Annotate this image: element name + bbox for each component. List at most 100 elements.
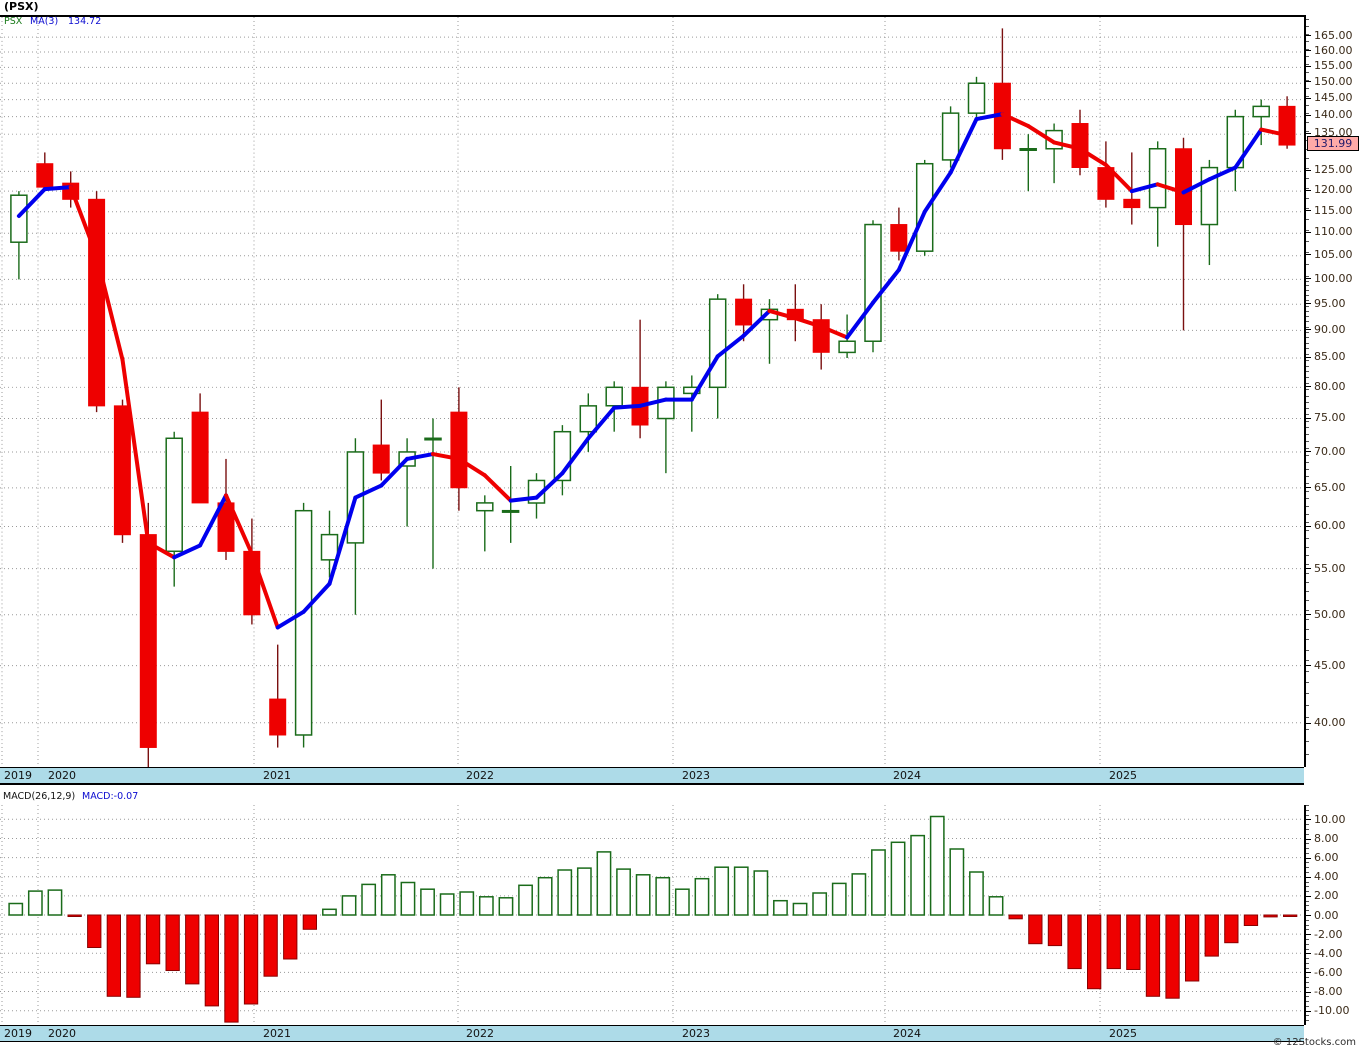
price-minor-tick: [1306, 753, 1309, 755]
macd-minor-tick: [1306, 833, 1309, 835]
price-minor-tick: [1306, 79, 1309, 81]
macd-minor-tick: [1306, 828, 1309, 830]
price-minor-tick: [1306, 321, 1309, 323]
price-minor-tick: [1306, 420, 1309, 422]
price-minor-tick: [1306, 468, 1309, 470]
x-axis-year-label: 2019: [4, 1027, 32, 1040]
macd-minor-tick: [1306, 948, 1309, 950]
price-minor-tick: [1306, 383, 1309, 385]
price-minor-tick: [1306, 26, 1309, 28]
price-legend: PSX MA(3) 134.72: [0, 16, 1304, 30]
price-minor-tick: [1306, 240, 1309, 242]
macd-y-axis: 10.00 8.00 6.00 4.00 2.00 0.00 -2.00 -4.00 -6.00…: [1304, 805, 1360, 1025]
macd-tick-mark: [1306, 838, 1311, 840]
price-tick-mark: [1306, 487, 1311, 489]
price-minor-tick: [1306, 87, 1309, 89]
price-minor-tick: [1306, 342, 1309, 344]
price-tick-mark: [1306, 231, 1311, 233]
x-axis-year-label: 2024: [893, 769, 921, 782]
price-minor-tick: [1306, 629, 1309, 631]
x-axis-year-label: 2022: [466, 1027, 494, 1040]
price-tick-mark: [1306, 132, 1311, 134]
price-minor-tick: [1306, 310, 1309, 312]
macd-minor-tick: [1306, 924, 1309, 926]
price-minor-tick: [1306, 365, 1309, 367]
macd-tick-label: -10.00: [1314, 1004, 1350, 1018]
price-tick-label: 65.00: [1314, 480, 1346, 494]
price-minor-tick: [1306, 660, 1309, 662]
price-minor-tick: [1306, 208, 1309, 210]
price-minor-tick: [1306, 71, 1309, 73]
price-minor-tick: [1306, 56, 1309, 58]
macd-minor-tick: [1306, 905, 1309, 907]
price-minor-tick: [1306, 187, 1309, 189]
price-tick-mark: [1306, 97, 1311, 99]
macd-minor-tick: [1306, 872, 1309, 873]
price-tick-mark: [1306, 114, 1311, 116]
macd-minor-tick: [1306, 867, 1309, 869]
price-minor-tick: [1306, 395, 1309, 397]
price-minor-tick: [1306, 427, 1309, 429]
price-y-axis: 165.00 160.00 155.00 150.00 145.00 140.00 135.…: [1304, 15, 1360, 767]
price-minor-tick: [1306, 498, 1309, 500]
price-minor-tick: [1306, 263, 1309, 265]
macd-minor-tick: [1306, 910, 1309, 912]
price-minor-tick: [1306, 113, 1309, 115]
legend-symbol: PSX: [4, 16, 23, 27]
price-tick-mark: [1306, 722, 1311, 724]
macd-tick-mark: [1306, 819, 1311, 821]
price-tick-label: 155.00: [1314, 59, 1353, 72]
price-tick-label: 95.00: [1314, 296, 1346, 310]
price-minor-tick: [1306, 440, 1309, 442]
price-tick-mark: [1306, 210, 1311, 212]
macd-minor-tick: [1306, 1015, 1309, 1017]
price-minor-tick: [1306, 104, 1309, 106]
x-axis-year-label: 2020: [48, 1027, 76, 1040]
price-tick-mark: [1306, 254, 1311, 256]
price-minor-tick: [1306, 454, 1309, 456]
price-tick-mark: [1306, 386, 1311, 388]
macd-chart-panel[interactable]: [0, 805, 1304, 1025]
price-tick-mark: [1306, 614, 1311, 616]
x-axis-year-label: 2021: [263, 769, 291, 782]
price-tick-mark: [1306, 451, 1311, 453]
macd-tick-mark: [1306, 972, 1311, 974]
price-tick-mark: [1306, 81, 1311, 83]
macd-minor-tick: [1306, 977, 1309, 979]
price-minor-tick: [1306, 414, 1309, 416]
macd-plot-area: [0, 805, 1304, 1025]
macd-minor-tick: [1306, 862, 1309, 864]
price-minor-tick: [1306, 197, 1309, 199]
price-chart-panel[interactable]: [0, 15, 1304, 767]
price-minor-tick: [1306, 538, 1309, 540]
macd-tick-label: 4.00: [1314, 870, 1339, 884]
price-minor-tick: [1306, 401, 1309, 403]
price-minor-tick: [1306, 337, 1309, 339]
price-minor-tick: [1306, 19, 1309, 21]
macd-tick-label: -6.00: [1314, 965, 1343, 979]
macd-minor-tick: [1306, 881, 1309, 883]
price-tick-mark: [1306, 278, 1311, 280]
price-minor-tick: [1306, 218, 1309, 220]
price-tick-label: 125.00: [1314, 163, 1353, 177]
x-axis-year-label: 2025: [1109, 769, 1137, 782]
price-minor-tick: [1306, 529, 1309, 531]
macd-tick-mark: [1306, 991, 1311, 993]
x-axis-year-label: 2020: [48, 769, 76, 782]
price-minor-tick: [1306, 434, 1309, 436]
price-tick-label: 70.00: [1314, 444, 1346, 458]
price-minor-tick: [1306, 563, 1309, 565]
price-minor-tick: [1306, 326, 1309, 328]
price-minor-tick: [1306, 371, 1309, 373]
price-minor-tick: [1306, 590, 1309, 592]
macd-tick-mark: [1306, 934, 1311, 936]
price-plot-area: [0, 17, 1304, 767]
price-minor-tick: [1306, 741, 1309, 743]
macd-tick-mark: [1306, 1010, 1311, 1012]
macd-tick-mark: [1306, 857, 1311, 859]
price-tick-mark: [1306, 329, 1311, 331]
price-minor-tick: [1306, 572, 1309, 574]
macd-minor-tick: [1306, 962, 1309, 964]
price-tick-label: 150.00: [1314, 74, 1353, 88]
